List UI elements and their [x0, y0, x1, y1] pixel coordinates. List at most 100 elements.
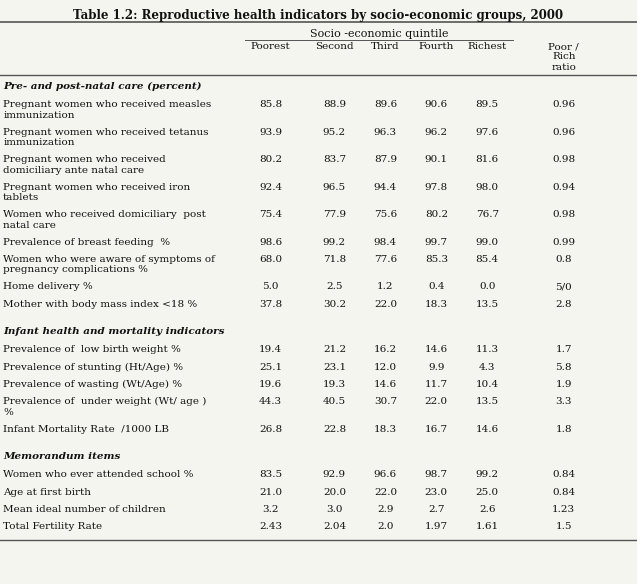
- Text: 0.98: 0.98: [552, 210, 575, 219]
- Text: Prevalence of wasting (Wt/Age) %: Prevalence of wasting (Wt/Age) %: [3, 380, 182, 389]
- Text: 0.96: 0.96: [552, 128, 575, 137]
- Text: Women who were aware of symptoms of
pregnancy complications %: Women who were aware of symptoms of preg…: [3, 255, 215, 274]
- Text: Third: Third: [371, 42, 399, 51]
- Text: Women who received domiciliary  post
natal care: Women who received domiciliary post nata…: [3, 210, 206, 230]
- Text: Infant Mortality Rate  /1000 LB: Infant Mortality Rate /1000 LB: [3, 425, 169, 433]
- Text: Pregnant women who received iron
tablets: Pregnant women who received iron tablets: [3, 183, 190, 202]
- Text: 30.7: 30.7: [374, 397, 397, 406]
- Text: 98.0: 98.0: [476, 183, 499, 192]
- Text: 99.0: 99.0: [476, 238, 499, 246]
- Text: 0.0: 0.0: [479, 283, 496, 291]
- Text: 23.1: 23.1: [323, 363, 346, 371]
- Text: 83.5: 83.5: [259, 471, 282, 479]
- Text: 68.0: 68.0: [259, 255, 282, 264]
- Text: 2.0: 2.0: [377, 522, 394, 531]
- Text: 13.5: 13.5: [476, 397, 499, 406]
- Text: 80.2: 80.2: [425, 210, 448, 219]
- Text: 16.7: 16.7: [425, 425, 448, 433]
- Text: 98.6: 98.6: [259, 238, 282, 246]
- Text: 96.5: 96.5: [323, 183, 346, 192]
- Text: 0.4: 0.4: [428, 283, 445, 291]
- Text: Infant health and mortality indicators: Infant health and mortality indicators: [3, 327, 225, 336]
- Text: 96.3: 96.3: [374, 128, 397, 137]
- Text: 37.8: 37.8: [259, 300, 282, 308]
- Text: 99.2: 99.2: [323, 238, 346, 246]
- Text: 44.3: 44.3: [259, 397, 282, 406]
- Text: Poorest: Poorest: [251, 42, 290, 51]
- Text: 92.4: 92.4: [259, 183, 282, 192]
- Text: 81.6: 81.6: [476, 155, 499, 164]
- Text: 75.6: 75.6: [374, 210, 397, 219]
- Text: 0.96: 0.96: [552, 100, 575, 109]
- Text: 14.6: 14.6: [425, 346, 448, 354]
- Text: 5.8: 5.8: [555, 363, 572, 371]
- Text: 10.4: 10.4: [476, 380, 499, 389]
- Text: 2.7: 2.7: [428, 505, 445, 514]
- Text: 23.0: 23.0: [425, 488, 448, 496]
- Text: Mean ideal number of children: Mean ideal number of children: [3, 505, 166, 514]
- Text: 77.9: 77.9: [323, 210, 346, 219]
- Text: 85.4: 85.4: [476, 255, 499, 264]
- Text: 11.3: 11.3: [476, 346, 499, 354]
- Text: Prevalence of stunting (Ht/Age) %: Prevalence of stunting (Ht/Age) %: [3, 363, 183, 372]
- Text: 1.9: 1.9: [555, 380, 572, 389]
- Text: 94.4: 94.4: [374, 183, 397, 192]
- Text: 71.8: 71.8: [323, 255, 346, 264]
- Text: 2.04: 2.04: [323, 522, 346, 531]
- Text: 75.4: 75.4: [259, 210, 282, 219]
- Text: 92.9: 92.9: [323, 471, 346, 479]
- Text: 0.84: 0.84: [552, 471, 575, 479]
- Text: 21.0: 21.0: [259, 488, 282, 496]
- Text: 3.3: 3.3: [555, 397, 572, 406]
- Text: 21.2: 21.2: [323, 346, 346, 354]
- Text: 97.8: 97.8: [425, 183, 448, 192]
- Text: Prevalence of  low birth weight %: Prevalence of low birth weight %: [3, 346, 181, 354]
- Text: 89.6: 89.6: [374, 100, 397, 109]
- Text: 1.7: 1.7: [555, 346, 572, 354]
- Text: 0.98: 0.98: [552, 155, 575, 164]
- Text: 25.0: 25.0: [476, 488, 499, 496]
- Text: 0.8: 0.8: [555, 255, 572, 264]
- Text: 14.6: 14.6: [476, 425, 499, 433]
- Text: 96.2: 96.2: [425, 128, 448, 137]
- Text: 87.9: 87.9: [374, 155, 397, 164]
- Text: 12.0: 12.0: [374, 363, 397, 371]
- Text: 4.3: 4.3: [479, 363, 496, 371]
- Text: 40.5: 40.5: [323, 397, 346, 406]
- Text: 13.5: 13.5: [476, 300, 499, 308]
- Text: 85.3: 85.3: [425, 255, 448, 264]
- Text: 26.8: 26.8: [259, 425, 282, 433]
- Text: 95.2: 95.2: [323, 128, 346, 137]
- Text: Women who ever attended school %: Women who ever attended school %: [3, 471, 194, 479]
- Text: 5.0: 5.0: [262, 283, 279, 291]
- Text: 0.94: 0.94: [552, 183, 575, 192]
- Text: 1.8: 1.8: [555, 425, 572, 433]
- Text: 19.4: 19.4: [259, 346, 282, 354]
- Text: 20.0: 20.0: [323, 488, 346, 496]
- Text: Pregnant women who received measles
immunization: Pregnant women who received measles immu…: [3, 100, 211, 120]
- Text: 30.2: 30.2: [323, 300, 346, 308]
- Text: 22.0: 22.0: [425, 397, 448, 406]
- Text: 2.6: 2.6: [479, 505, 496, 514]
- Text: 16.2: 16.2: [374, 346, 397, 354]
- Text: Total Fertility Rate: Total Fertility Rate: [3, 522, 103, 531]
- Text: 22.0: 22.0: [374, 488, 397, 496]
- Text: 1.5: 1.5: [555, 522, 572, 531]
- Text: 5/0: 5/0: [555, 283, 572, 291]
- Text: 2.8: 2.8: [555, 300, 572, 308]
- Text: 96.6: 96.6: [374, 471, 397, 479]
- Text: 89.5: 89.5: [476, 100, 499, 109]
- Text: Table 1.2: Reproductive health indicators by socio-economic groups, 2000: Table 1.2: Reproductive health indicator…: [73, 9, 564, 22]
- Text: 80.2: 80.2: [259, 155, 282, 164]
- Text: 11.7: 11.7: [425, 380, 448, 389]
- Text: Poor /
Rich
ratio: Poor / Rich ratio: [548, 42, 579, 72]
- Text: 88.9: 88.9: [323, 100, 346, 109]
- Text: 90.6: 90.6: [425, 100, 448, 109]
- Text: 0.84: 0.84: [552, 488, 575, 496]
- Text: Age at first birth: Age at first birth: [3, 488, 91, 496]
- Text: 99.2: 99.2: [476, 471, 499, 479]
- Text: 22.8: 22.8: [323, 425, 346, 433]
- Text: 85.8: 85.8: [259, 100, 282, 109]
- Text: Pregnant women who received tetanus
immunization: Pregnant women who received tetanus immu…: [3, 128, 209, 147]
- Text: 18.3: 18.3: [425, 300, 448, 308]
